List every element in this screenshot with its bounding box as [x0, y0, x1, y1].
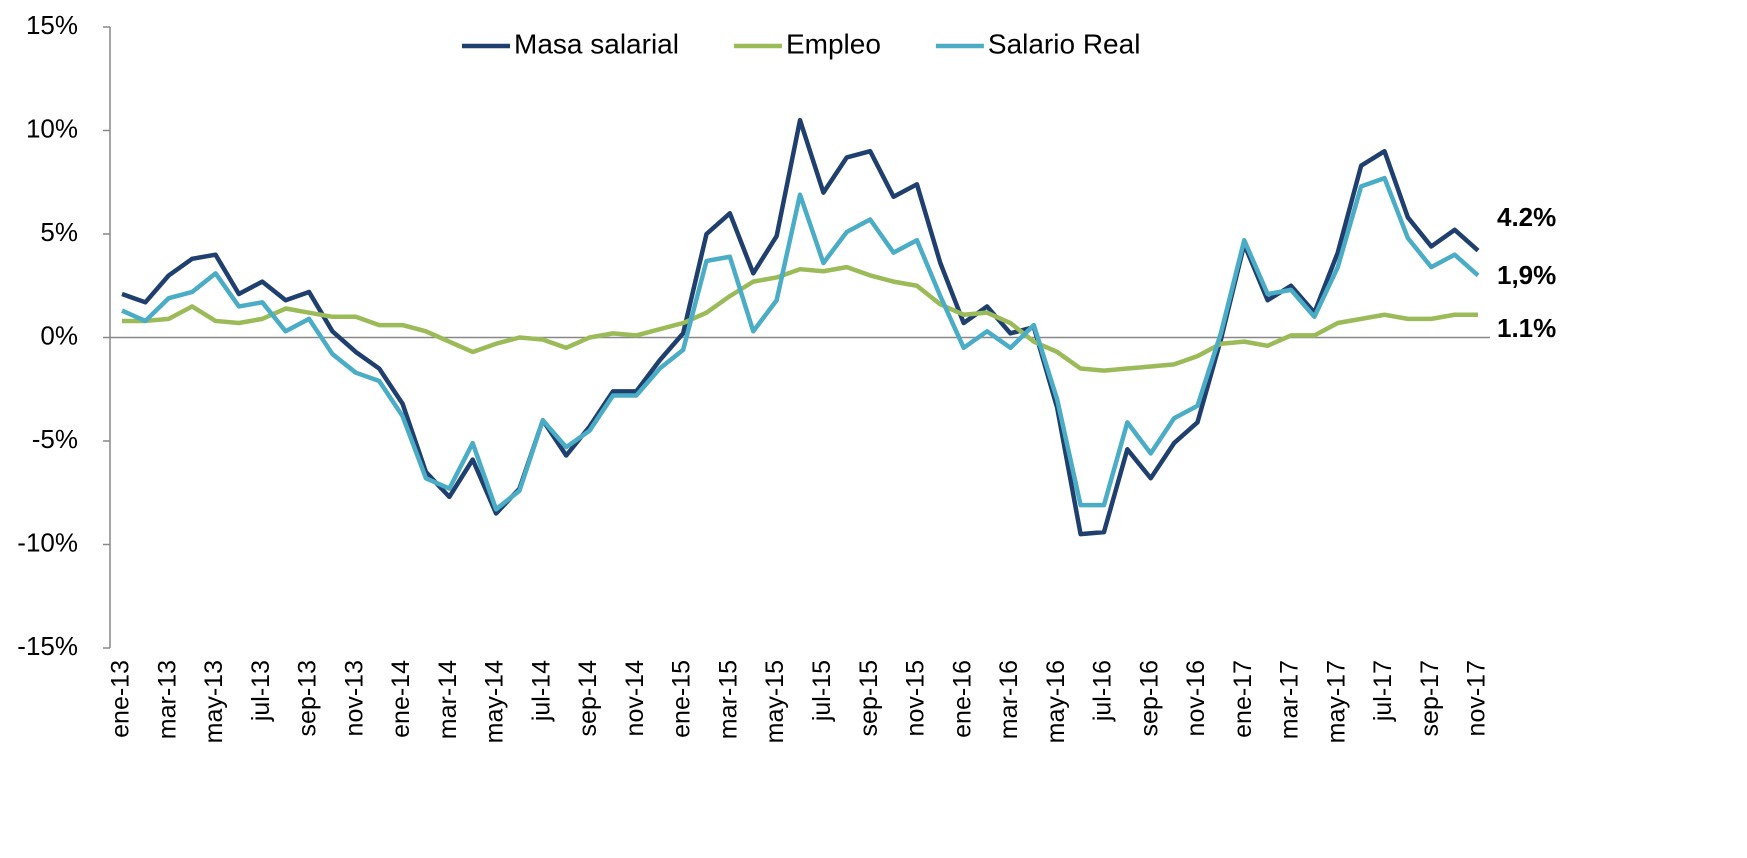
legend-label: Masa salarial [514, 28, 679, 59]
x-tick-label: ene-16 [948, 660, 976, 738]
x-tick-label: may-13 [200, 660, 228, 743]
x-tick-label: ene-15 [668, 660, 696, 738]
x-tick-label: nov-14 [621, 660, 649, 737]
y-tick-label: -10% [17, 527, 78, 557]
series-line [122, 264, 1479, 373]
y-tick-label: 0% [40, 320, 78, 350]
annotation: 4.2% [1497, 202, 1556, 232]
y-tick-label: 15% [26, 10, 78, 40]
x-tick-label: sep-17 [1416, 660, 1444, 736]
annotation: 1,9% [1497, 260, 1556, 290]
x-tick-label: ene-13 [107, 660, 135, 738]
x-tick-label: jul-13 [247, 660, 275, 722]
legend-label: Empleo [786, 28, 881, 59]
annotation: 1.1% [1497, 313, 1556, 343]
x-tick-label: jul-16 [1089, 660, 1117, 722]
x-tick-label: mar-15 [714, 660, 742, 739]
x-tick-label: nov-17 [1463, 660, 1491, 736]
y-tick-label: 5% [40, 217, 78, 247]
x-tick-label: ene-17 [1229, 660, 1257, 738]
x-tick-label: jul-14 [527, 660, 555, 722]
x-tick-label: may-16 [1042, 660, 1070, 743]
legend-label: Salario Real [988, 28, 1141, 59]
x-tick-label: mar-17 [1276, 660, 1304, 739]
x-tick-label: may-14 [481, 660, 509, 743]
x-tick-label: may-15 [761, 660, 789, 743]
x-tick-label: mar-14 [434, 660, 462, 739]
x-tick-label: sep-15 [855, 660, 883, 736]
y-tick-label: -15% [17, 631, 78, 661]
y-tick-label: 10% [26, 113, 78, 143]
x-tick-label: ene-14 [387, 660, 415, 738]
series-line [121, 117, 1480, 537]
x-tick-label: sep-14 [574, 660, 602, 737]
series-line [121, 175, 1480, 512]
x-tick-label: sep-16 [1135, 660, 1163, 736]
x-tick-label: nov-16 [1182, 660, 1210, 736]
x-tick-label: jul-17 [1369, 660, 1397, 722]
x-tick-label: sep-13 [294, 660, 322, 736]
x-tick-label: nov-13 [340, 660, 368, 736]
x-tick-label: nov-15 [902, 660, 930, 736]
x-tick-label: jul-15 [808, 660, 836, 722]
x-tick-label: may-17 [1322, 660, 1350, 743]
y-tick-label: -5% [32, 424, 78, 454]
x-tick-label: mar-16 [995, 660, 1023, 739]
x-tick-label: mar-13 [153, 660, 181, 739]
